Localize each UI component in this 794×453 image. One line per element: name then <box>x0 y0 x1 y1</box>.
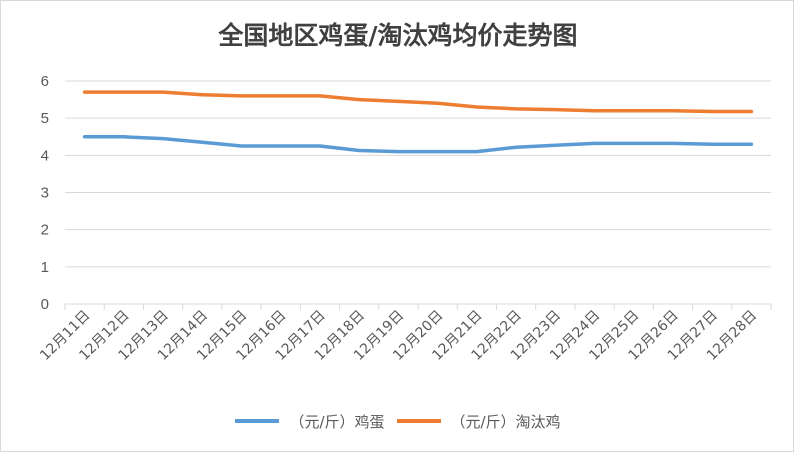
legend-label-culled-hen: （元/斤）淘汰鸡 <box>450 412 561 431</box>
y-tick-label: 6 <box>41 73 49 90</box>
y-tick-label: 0 <box>41 296 49 313</box>
legend: （元/斤）鸡蛋 （元/斤）淘汰鸡 <box>1 409 794 433</box>
y-tick-label: 4 <box>41 147 49 164</box>
legend-swatch-culled-hen <box>396 419 441 423</box>
series-line-egg <box>82 135 754 154</box>
legend-label-egg: （元/斤）鸡蛋 <box>289 412 385 431</box>
legend-item-egg: （元/斤）鸡蛋 <box>235 411 385 432</box>
y-tick-label: 5 <box>41 110 49 127</box>
legend-item-culled-hen: （元/斤）淘汰鸡 <box>396 411 561 432</box>
y-tick-label: 1 <box>41 259 49 276</box>
y-tick-label: 3 <box>41 185 49 202</box>
y-tick-label: 2 <box>41 222 49 239</box>
chart-title: 全国地区鸡蛋/淘汰鸡均价走势图 <box>218 21 578 50</box>
series-line-culled-hen <box>82 90 754 114</box>
legend-swatch-egg <box>235 419 280 423</box>
